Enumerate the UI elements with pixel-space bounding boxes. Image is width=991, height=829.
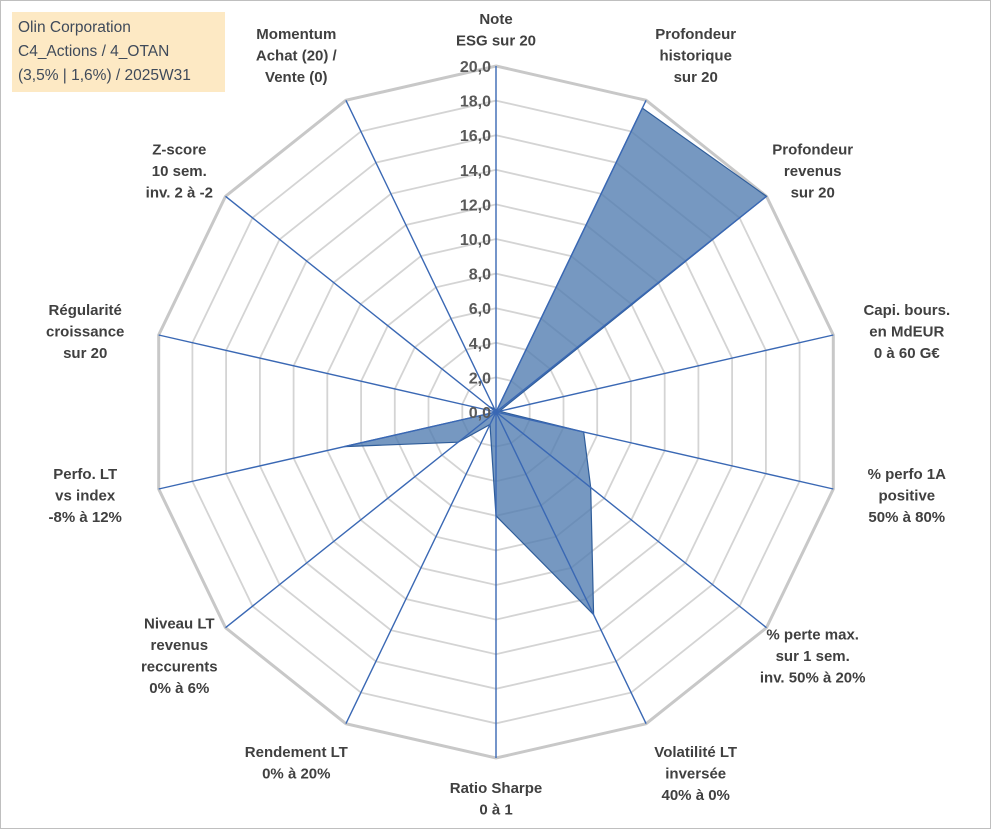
- axis-labels: Note ESG sur 20 Profondeur historique sur 20…: [46, 11, 950, 819]
- axis-label-line: Note: [479, 11, 512, 28]
- tick-label: 6,0: [469, 301, 491, 318]
- axis-spoke: [495, 99, 647, 413]
- tick-label: 0,0: [469, 405, 491, 422]
- info-box: Olin Corporation C4_Actions / 4_OTAN (3,…: [12, 12, 225, 92]
- axis-spoke: [495, 195, 767, 413]
- tick-label: 2,0: [469, 370, 491, 387]
- axis-label-line: Momentum: [256, 26, 336, 43]
- axis-label-line: Capi. bours.: [863, 302, 950, 319]
- axis-label: Perfo. LT vs index -8% à 12%: [49, 466, 122, 526]
- tick-label: 16,0: [460, 128, 491, 145]
- axis-label-line: 50% à 80%: [868, 509, 945, 526]
- axis-spoke: [158, 334, 497, 413]
- axis-spoke: [225, 195, 497, 413]
- info-title: Olin Corporation: [18, 19, 131, 36]
- axis-label: Niveau LT revenus reccurents 0% à 6%: [141, 616, 218, 698]
- axis-label-line: revenus: [151, 637, 209, 654]
- axis-label-line: -8% à 12%: [49, 509, 122, 526]
- axis-spoke: [495, 411, 647, 725]
- tick-label: 18,0: [460, 94, 491, 111]
- axis-label-line: historique: [659, 48, 732, 65]
- axis-label: % perte max. sur 1 sem. inv. 50% à 20%: [760, 626, 866, 686]
- axis-label: Capi. bours. en MdEUR 0 à 60 G€: [863, 302, 950, 362]
- axis-label-line: Profondeur: [655, 26, 736, 43]
- axis-label-line: inv. 2 à -2: [146, 185, 213, 202]
- axis-spoke: [495, 411, 834, 490]
- axis-spoke: [495, 334, 834, 413]
- axis-label-line: inv. 50% à 20%: [760, 669, 866, 686]
- axis-label: Rendement LT 0% à 20%: [245, 744, 348, 783]
- axis-label-line: sur 20: [791, 185, 835, 202]
- tick-label: 4,0: [469, 336, 491, 353]
- axis-label: % perfo 1A positive 50% à 80%: [868, 466, 947, 526]
- tick-labels: 0,0 2,0 4,0 6,0 8,0 10,0 12,0 14,0 16,0 18,0 20,0: [460, 59, 491, 422]
- tick-label: 14,0: [460, 163, 491, 180]
- axis-label: Momentum Achat (20) / Vente (0): [256, 26, 338, 86]
- axis-spoke: [345, 99, 497, 413]
- axis-label-line: 0% à 20%: [262, 765, 330, 782]
- info-stats: (3,5% | 1,6%) / 2025W31: [18, 67, 191, 84]
- tick-label: 8,0: [469, 267, 491, 284]
- axis-label-line: inversée: [665, 765, 726, 782]
- axis-label-line: Niveau LT: [144, 616, 215, 633]
- axis-label-line: Z-score: [152, 142, 206, 159]
- axis-spoke: [158, 411, 497, 490]
- axis-label-line: Perfo. LT: [53, 466, 117, 483]
- axis-label-line: 0 à 60 G€: [874, 345, 941, 362]
- axis-label-line: 0 à 1: [479, 802, 512, 819]
- axis-label-line: Achat (20) /: [256, 48, 338, 65]
- axis-label-line: reccurents: [141, 659, 218, 676]
- axis-label-line: ESG sur 20: [456, 33, 536, 50]
- axis-label-line: revenus: [784, 163, 842, 180]
- axis-label-line: Ratio Sharpe: [450, 780, 543, 797]
- axis-label-line: sur 20: [674, 69, 718, 86]
- axis-label-line: 10 sem.: [152, 163, 207, 180]
- axis-label-line: Rendement LT: [245, 744, 348, 761]
- axis-label-line: % perte max.: [766, 626, 859, 643]
- axis-label: Régularité croissance sur 20: [46, 302, 124, 362]
- axis-label: Z-score 10 sem. inv. 2 à -2: [146, 142, 213, 202]
- axis-label: Profondeur historique sur 20: [655, 26, 736, 86]
- axis-label: Ratio Sharpe 0 à 1: [450, 780, 543, 819]
- tick-label: 12,0: [460, 197, 491, 214]
- axis-label-line: croissance: [46, 324, 124, 341]
- axis-label: Volatilité LT inversée 40% à 0%: [654, 744, 737, 804]
- axis-label-line: Profondeur: [772, 142, 853, 159]
- axis-label-line: vs index: [55, 487, 116, 504]
- tick-label: 20,0: [460, 59, 491, 76]
- spoke-layer: [158, 66, 834, 758]
- axis-label-line: positive: [878, 487, 935, 504]
- axis-label: Note ESG sur 20: [456, 11, 536, 50]
- axis-label-line: Vente (0): [265, 69, 328, 86]
- axis-label-line: Régularité: [49, 302, 122, 319]
- axis-label-line: 40% à 0%: [662, 787, 730, 804]
- axis-spoke: [495, 411, 767, 629]
- axis-label-line: en MdEUR: [869, 324, 944, 341]
- axis-spoke: [345, 411, 497, 725]
- axis-spoke: [225, 411, 497, 629]
- axis-label-line: Volatilité LT: [654, 744, 737, 761]
- axis-label-line: 0% à 6%: [149, 680, 209, 697]
- axis-label-line: sur 1 sem.: [776, 648, 850, 665]
- axis-label-line: % perfo 1A: [868, 466, 947, 483]
- info-category: C4_Actions / 4_OTAN: [18, 43, 170, 60]
- tick-label: 10,0: [460, 232, 491, 249]
- axis-label-line: sur 20: [63, 345, 107, 362]
- axis-label: Profondeur revenus sur 20: [772, 142, 853, 202]
